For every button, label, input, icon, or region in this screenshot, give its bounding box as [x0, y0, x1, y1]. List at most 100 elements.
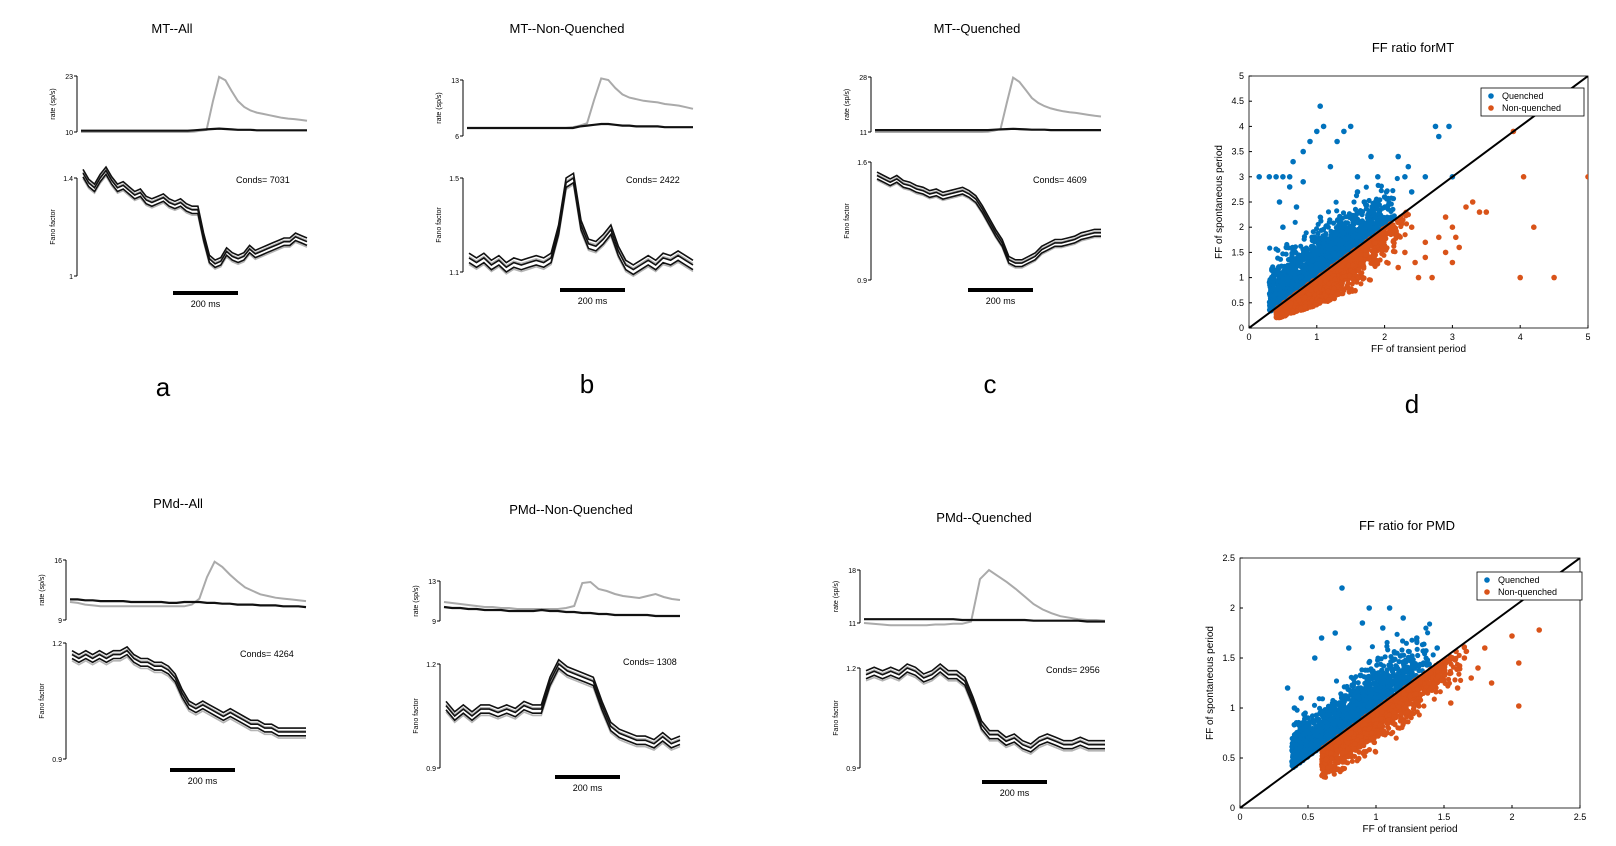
x-tick-label: 1	[1314, 332, 1319, 342]
scatter-point	[1402, 232, 1408, 238]
scatter-point	[1373, 198, 1379, 204]
scatter-point	[1301, 266, 1307, 272]
scatter-point	[1354, 174, 1361, 180]
scatter-point	[1332, 720, 1338, 726]
scatter-point	[1367, 658, 1373, 664]
scatter-point	[1380, 670, 1386, 676]
scatter-point	[1306, 720, 1312, 726]
scatter-point	[1276, 265, 1282, 271]
scatter-point	[1389, 666, 1395, 673]
scatter-point	[1315, 733, 1321, 739]
scatter-point	[1366, 256, 1372, 262]
scatter-point	[1352, 206, 1359, 212]
scatter-point	[1274, 313, 1280, 319]
scatter-point	[1366, 241, 1372, 247]
scatter-point	[1339, 228, 1345, 234]
scatter-point	[1293, 204, 1300, 210]
scatter-point	[1377, 220, 1383, 226]
panel-title: PMd--Quenched	[936, 510, 1031, 525]
fano-sem-lower-line	[82, 172, 308, 269]
scatter-point	[1301, 725, 1307, 731]
scatter-point	[1375, 655, 1381, 661]
scatter-point	[1292, 219, 1298, 225]
scatter-point	[1331, 229, 1337, 235]
scatter-point	[1409, 637, 1415, 643]
rate-tick-top: 13	[428, 579, 436, 586]
scatter-point	[1347, 258, 1353, 264]
panel-title: MT--All	[151, 21, 192, 36]
scatter-point	[1317, 261, 1323, 267]
scatter-point	[1386, 202, 1392, 208]
scatter-point	[1394, 175, 1400, 182]
scatter-point	[1327, 712, 1333, 718]
scatter-point	[1409, 653, 1415, 659]
scatter-point	[1376, 202, 1382, 208]
scatter-point	[1327, 217, 1333, 223]
scatter-point	[1415, 652, 1421, 659]
scatter-point	[1302, 303, 1308, 310]
scatter-point	[1270, 282, 1277, 288]
scatter-point	[1332, 276, 1338, 282]
fano-y-label: Fano factor	[413, 698, 420, 734]
scatter-point	[1422, 174, 1429, 180]
scatter-point	[1289, 264, 1295, 270]
scatter-point	[1331, 252, 1337, 258]
scatter-point	[1414, 635, 1420, 641]
scatter-point	[1367, 676, 1373, 682]
fano-sem-lower-line	[445, 666, 681, 749]
identity-line	[1249, 76, 1588, 328]
rate-series-line-1	[864, 618, 1105, 623]
scatter-point	[1309, 257, 1315, 263]
scatter-point	[1391, 243, 1397, 249]
scatter-point	[1298, 695, 1304, 701]
scatter-point	[1384, 688, 1390, 694]
scatter-point	[1305, 715, 1311, 721]
scatter-point	[1355, 685, 1361, 691]
scatter-point	[1429, 274, 1435, 281]
scatter-point	[1294, 308, 1300, 314]
scatter-point	[1331, 706, 1337, 713]
scatter-point	[1314, 226, 1320, 232]
scatter-point	[1343, 716, 1349, 722]
scatter-point	[1382, 236, 1388, 242]
scatter-point	[1390, 188, 1396, 194]
scatter-point	[1412, 661, 1419, 667]
fano-grey-band-mid	[445, 661, 681, 744]
scatter-point	[1389, 689, 1395, 696]
scatter-point	[1346, 214, 1353, 220]
scatter-point	[1350, 219, 1356, 226]
scale-bar-label: 200 ms	[573, 783, 603, 793]
scatter-point	[1403, 221, 1410, 227]
scatter-point	[1333, 678, 1340, 684]
y-tick-label: 4.5	[1231, 96, 1244, 106]
scatter-point	[1368, 153, 1374, 160]
scatter-point	[1531, 224, 1537, 230]
scatter-point	[1290, 308, 1296, 314]
scatter-point	[1293, 250, 1299, 256]
scatter-point	[1311, 720, 1317, 727]
scatter-point	[1402, 174, 1408, 180]
scatter-point	[1361, 199, 1368, 205]
fano-mean-line	[865, 666, 1105, 749]
scatter-point	[1400, 638, 1406, 644]
scatter-point	[1360, 276, 1366, 282]
scatter-point	[1442, 214, 1449, 220]
scatter-title: FF ratio for PMD	[1359, 518, 1455, 533]
fano-grey-band-low	[865, 673, 1105, 756]
scatter-point	[1306, 291, 1312, 297]
fano-mean-line	[82, 169, 308, 265]
scatter-point	[1386, 605, 1393, 611]
scatter-point	[1276, 199, 1283, 205]
scatter-point	[1373, 695, 1379, 701]
scatter-point	[1272, 291, 1278, 297]
scatter-point	[1289, 244, 1296, 250]
fano-mean-line	[445, 662, 681, 745]
scatter-point	[1350, 697, 1356, 704]
scatter-point	[1347, 702, 1353, 708]
conds-label: Conds= 1308	[623, 657, 677, 667]
scatter-point	[1378, 661, 1384, 667]
scatter-point	[1398, 681, 1404, 687]
legend-label: Non-quenched	[1502, 103, 1561, 113]
scatter-point	[1307, 138, 1313, 145]
